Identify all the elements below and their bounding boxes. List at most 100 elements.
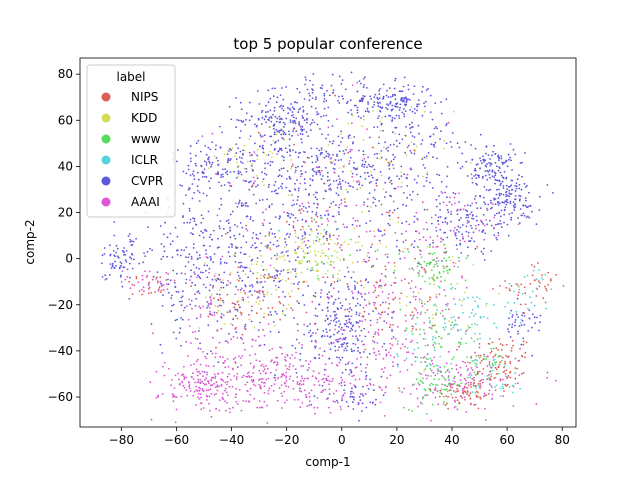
data-point-cvpr xyxy=(358,149,360,152)
data-point-kdd xyxy=(272,139,275,142)
data-point-aaai xyxy=(218,385,221,388)
data-point-nips xyxy=(387,211,390,214)
data-point-cvpr xyxy=(426,228,429,231)
data-point-cvpr xyxy=(314,322,317,325)
data-point-www xyxy=(405,329,408,332)
data-point-cvpr xyxy=(496,179,499,182)
data-point-nips xyxy=(494,366,497,369)
data-point-kdd xyxy=(363,286,365,289)
data-point-cvpr xyxy=(202,231,204,234)
data-point-cvpr xyxy=(319,128,321,130)
data-point-aaai xyxy=(411,325,413,327)
data-point-cvpr xyxy=(508,324,511,326)
data-point-cvpr xyxy=(362,95,364,97)
data-point-cvpr xyxy=(173,281,176,284)
data-point-www xyxy=(448,256,450,259)
data-point-nips xyxy=(487,342,490,345)
data-point-nips xyxy=(497,366,500,369)
data-point-cvpr xyxy=(128,262,131,265)
data-point-cvpr xyxy=(345,349,348,352)
data-point-cvpr xyxy=(347,135,350,138)
data-point-cvpr xyxy=(363,327,366,330)
data-point-cvpr xyxy=(305,207,307,209)
data-point-cvpr xyxy=(206,264,209,267)
data-point-nips xyxy=(259,308,262,310)
data-point-cvpr xyxy=(528,317,531,320)
data-point-cvpr xyxy=(391,119,394,121)
data-point-cvpr xyxy=(327,152,329,155)
data-point-www xyxy=(430,327,433,329)
data-point-www xyxy=(464,279,467,282)
data-point-aaai xyxy=(235,387,238,390)
data-point-kdd xyxy=(451,255,454,258)
data-point-www xyxy=(495,361,498,363)
data-point-cvpr xyxy=(426,173,429,176)
data-point-aaai xyxy=(428,326,431,329)
data-point-www xyxy=(321,260,323,263)
data-point-cvpr xyxy=(269,97,272,100)
data-point-aaai xyxy=(354,378,357,381)
data-point-aaai xyxy=(397,186,400,188)
data-point-cvpr xyxy=(289,177,292,180)
data-point-cvpr xyxy=(509,200,512,203)
data-point-aaai xyxy=(257,238,260,240)
data-point-kdd xyxy=(449,259,452,262)
data-point-cvpr xyxy=(256,280,258,283)
data-point-cvpr xyxy=(369,378,372,381)
data-point-nips xyxy=(305,311,308,314)
data-point-aaai xyxy=(465,330,467,333)
data-point-cvpr xyxy=(169,232,172,235)
data-point-aaai xyxy=(226,375,229,378)
data-point-nips xyxy=(472,384,475,387)
data-point-nips xyxy=(480,359,483,362)
data-point-aaai xyxy=(465,379,467,382)
data-point-cvpr xyxy=(282,109,285,112)
data-point-cvpr xyxy=(497,232,500,234)
data-point-cvpr xyxy=(252,219,254,222)
data-point-kdd xyxy=(290,271,292,274)
data-point-cvpr xyxy=(323,98,326,100)
data-point-www xyxy=(443,384,446,386)
data-point-cvpr xyxy=(298,91,301,94)
data-point-aaai xyxy=(226,380,229,383)
data-point-aaai xyxy=(422,357,425,359)
data-point-aaai xyxy=(424,361,427,363)
data-point-cvpr xyxy=(235,97,237,99)
data-point-aaai xyxy=(210,299,213,302)
data-point-cvpr xyxy=(444,217,447,220)
data-point-aaai xyxy=(205,364,208,367)
data-point-cvpr xyxy=(254,123,256,126)
data-point-cvpr xyxy=(273,279,275,282)
data-point-cvpr xyxy=(273,131,276,134)
data-point-cvpr xyxy=(461,233,464,236)
data-point-aaai xyxy=(247,296,249,299)
data-point-cvpr xyxy=(528,216,531,219)
data-point-aaai xyxy=(396,343,399,345)
data-point-cvpr xyxy=(196,291,199,293)
data-point-www xyxy=(428,277,431,280)
data-point-cvpr xyxy=(527,330,530,332)
data-point-www xyxy=(483,355,486,358)
data-point-aaai xyxy=(246,381,249,384)
data-point-iclr xyxy=(476,324,479,326)
data-point-cvpr xyxy=(338,102,341,104)
data-point-aaai xyxy=(457,317,460,319)
data-point-aaai xyxy=(366,128,368,131)
data-point-cvpr xyxy=(498,193,501,195)
data-point-aaai xyxy=(366,363,369,366)
data-point-kdd xyxy=(204,262,207,264)
data-point-cvpr xyxy=(409,301,411,304)
data-point-www xyxy=(469,376,472,379)
data-point-cvpr xyxy=(336,332,339,334)
data-point-cvpr xyxy=(229,226,231,229)
data-point-kdd xyxy=(222,279,224,281)
data-point-aaai xyxy=(489,366,492,369)
data-point-cvpr xyxy=(380,375,383,378)
data-point-cvpr xyxy=(172,331,175,334)
data-point-www xyxy=(451,367,453,370)
data-point-aaai xyxy=(242,179,245,182)
data-point-nips xyxy=(525,341,528,344)
data-point-cvpr xyxy=(199,342,202,345)
data-point-cvpr xyxy=(524,204,527,207)
data-point-cvpr xyxy=(122,266,125,269)
